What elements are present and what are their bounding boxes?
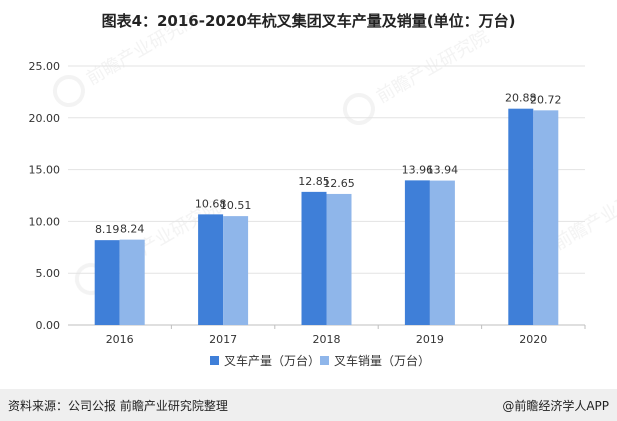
x-tick-label: 2017 — [209, 333, 237, 346]
y-tick-label: 5.00 — [36, 267, 61, 280]
bar-production — [508, 108, 534, 325]
data-label: 13.96 — [402, 163, 434, 176]
bar-production — [301, 191, 327, 325]
watermark-logo-icon — [342, 93, 375, 125]
x-tick-label: 2020 — [519, 333, 547, 346]
data-label: 12.85 — [298, 175, 330, 188]
grid-layer: 0.00 5.00 10.00 15.00 20.00 25.00 — [29, 60, 586, 332]
data-label: 12.65 — [323, 177, 355, 190]
x-tick-label: 2018 — [313, 333, 341, 346]
footer: 资料来源：公司公报 前瞻产业研究院整理 @前瞻经济学人APP — [0, 389, 617, 421]
x-tick-label: 2016 — [106, 333, 134, 346]
y-tick-label: 25.00 — [29, 60, 61, 73]
source-note: 资料来源：公司公报 前瞻产业研究院整理 — [8, 399, 228, 413]
bar-sales — [119, 239, 145, 325]
bar-sales — [533, 110, 559, 326]
watermark-text: 前瞻产业研究院 — [83, 8, 203, 89]
data-label: 10.51 — [220, 199, 252, 212]
watermark-logo-icon — [52, 75, 85, 107]
legend-label: 叉车产量（万台） — [224, 353, 320, 368]
chart-title: 图表4：2016-2020年杭叉集团叉车产量及销量(单位：万台) — [101, 12, 516, 30]
data-label: 13.94 — [427, 164, 459, 177]
brand-credit: @前瞻经济学人APP — [502, 399, 609, 413]
data-label: 20.72 — [530, 93, 562, 106]
y-tick-label: 0.00 — [36, 319, 61, 332]
legend-label: 叉车销量（万台） — [334, 353, 430, 368]
x-tick-label: 2019 — [416, 333, 444, 346]
watermark-text: 前瞻产业研究院 — [373, 26, 493, 107]
watermark-text: 前瞻产业研究院 — [550, 173, 617, 254]
bar-sales — [326, 193, 352, 325]
bar-chart: 前瞻产业研究院 前瞻产业研究院 前瞻产业研究院 前瞻产业研究院 0.005.00… — [29, 8, 617, 368]
legend-swatch — [320, 356, 329, 365]
data-label: 8.19 — [95, 223, 120, 236]
legend: 叉车产量（万台） 叉车销量（万台） — [210, 353, 430, 368]
legend-swatch — [210, 356, 219, 365]
bar-production — [94, 240, 120, 325]
y-tick-label: 15.00 — [29, 164, 61, 177]
data-label: 10.68 — [195, 197, 227, 210]
data-label: 20.88 — [505, 92, 537, 105]
bar-production — [404, 180, 430, 325]
data-label: 8.24 — [120, 223, 145, 236]
bar-sales — [223, 216, 249, 325]
bars-layer — [94, 108, 559, 326]
y-tick-label: 10.00 — [29, 215, 61, 228]
y-tick-label: 20.00 — [29, 112, 61, 125]
bar-production — [198, 214, 224, 325]
bar-sales — [429, 180, 455, 325]
